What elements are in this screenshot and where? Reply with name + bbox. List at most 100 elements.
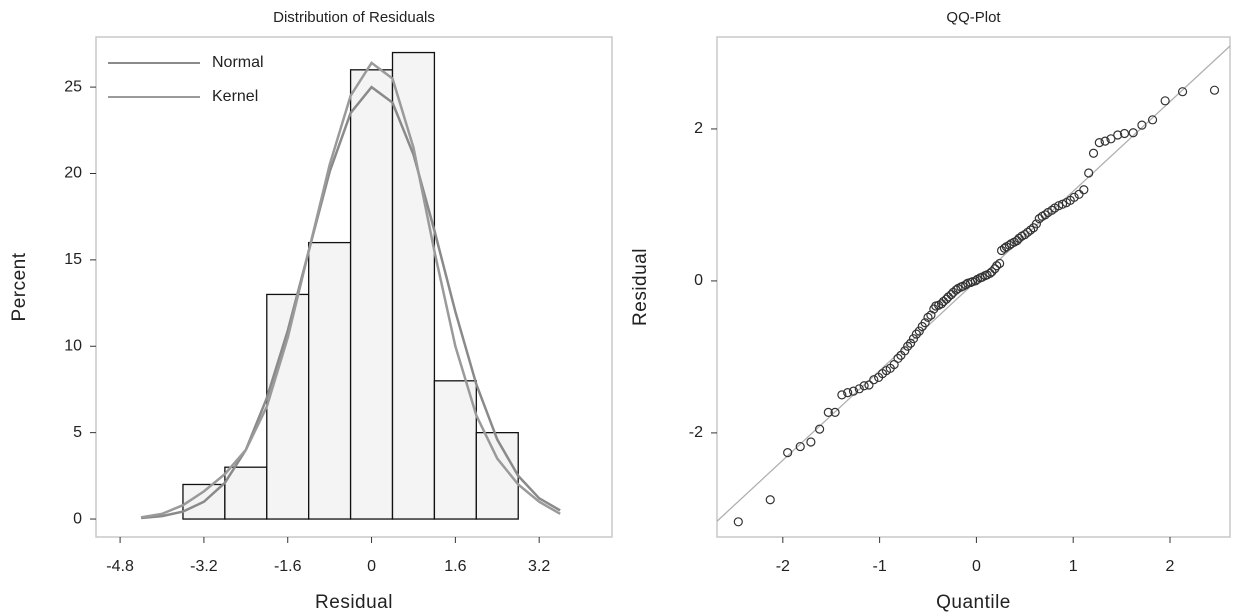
point <box>795 441 805 452</box>
point <box>823 407 833 417</box>
point <box>859 381 869 391</box>
x-tick-label: 3.2 <box>528 558 550 575</box>
y-axis-label: Percent <box>9 252 30 321</box>
point <box>1119 128 1130 139</box>
point <box>1147 115 1158 125</box>
point <box>848 386 859 396</box>
chart-title: Distribution of Residuals <box>273 9 435 26</box>
point <box>985 268 995 278</box>
point <box>806 437 816 447</box>
x-axis-label: Residual <box>315 592 393 613</box>
x-tick-label: 1.6 <box>444 558 466 575</box>
point <box>837 390 847 400</box>
point <box>1031 219 1042 229</box>
point <box>814 424 825 434</box>
point <box>987 267 997 277</box>
point <box>1209 85 1220 95</box>
point <box>914 326 924 336</box>
point <box>920 318 930 328</box>
y-tick-label: 10 <box>64 337 82 354</box>
point <box>995 258 1005 269</box>
point <box>864 380 874 390</box>
point <box>893 353 903 364</box>
y-tick-label: 5 <box>73 424 82 441</box>
point <box>951 285 961 295</box>
point <box>1004 240 1014 250</box>
point <box>943 292 953 302</box>
point <box>970 276 981 286</box>
x-tick-label: -4.8 <box>106 558 134 575</box>
legend-label: Normal <box>212 54 264 71</box>
y-axis-label: Residual <box>630 248 651 326</box>
point <box>905 338 916 348</box>
point <box>1012 236 1022 246</box>
point <box>903 341 913 351</box>
x-tick-label: -1 <box>872 558 886 575</box>
point <box>938 296 949 307</box>
point <box>1084 168 1094 178</box>
legend-label: Kernel <box>212 88 258 105</box>
point <box>1106 134 1116 144</box>
point <box>1160 96 1170 106</box>
y-tick-label: 2 <box>694 120 703 137</box>
point <box>900 346 910 356</box>
point <box>1069 192 1079 202</box>
point <box>830 407 840 417</box>
y-tick-label: 0 <box>694 272 703 289</box>
x-tick-label: -3.2 <box>190 558 218 575</box>
y-tick-label: 15 <box>64 251 82 268</box>
point <box>1088 148 1099 158</box>
plot-frame <box>716 36 1231 538</box>
point <box>941 294 951 304</box>
point <box>911 329 921 339</box>
x-tick-label: 0 <box>972 558 981 575</box>
bar <box>433 380 477 520</box>
x-axis-label: Quantile <box>936 592 1011 613</box>
point <box>1137 120 1147 130</box>
point <box>765 495 775 505</box>
point <box>1020 229 1030 240</box>
point <box>999 243 1010 253</box>
point <box>854 384 864 394</box>
bar <box>391 51 436 520</box>
point <box>1100 136 1110 146</box>
point <box>926 310 936 320</box>
point <box>1074 189 1084 199</box>
y-tick-label: -2 <box>689 424 703 441</box>
point <box>783 448 793 458</box>
x-tick-label: 1 <box>1069 558 1078 575</box>
point <box>1094 138 1104 148</box>
bar <box>224 466 268 520</box>
bar <box>308 241 352 520</box>
point <box>946 289 956 300</box>
point <box>733 517 743 527</box>
x-tick-label: -2 <box>776 558 790 575</box>
point <box>1113 130 1123 140</box>
point <box>1079 185 1089 195</box>
plot-frame <box>95 36 613 538</box>
point <box>1047 205 1057 215</box>
y-tick-label: 0 <box>73 510 82 527</box>
x-tick-label: 0 <box>367 558 376 575</box>
x-tick-label: 2 <box>1166 558 1175 575</box>
reference-line <box>716 45 1231 522</box>
density-curve <box>140 85 561 520</box>
point <box>1023 227 1033 237</box>
chart-title: QQ-Plot <box>946 9 1001 26</box>
y-tick-label: 20 <box>64 165 82 182</box>
point <box>992 261 1002 271</box>
point <box>908 334 919 344</box>
x-tick-label: -1.6 <box>274 558 302 575</box>
point <box>923 312 933 322</box>
point <box>1177 87 1188 97</box>
point <box>1026 225 1036 235</box>
point <box>1040 210 1050 220</box>
density-curve <box>140 61 561 519</box>
point <box>869 375 879 385</box>
point <box>936 299 947 309</box>
point <box>1128 128 1138 138</box>
point <box>843 388 853 398</box>
y-tick-label: 25 <box>64 78 82 95</box>
bar <box>349 69 394 520</box>
